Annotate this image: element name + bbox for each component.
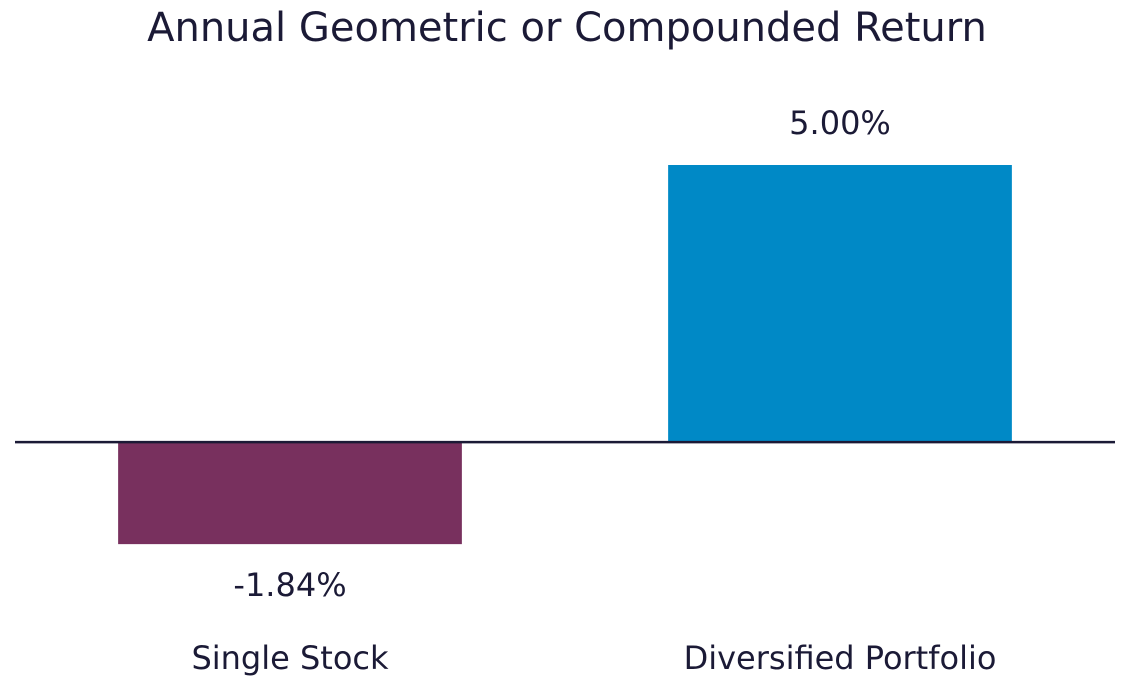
value-label: -1.84% xyxy=(233,566,346,604)
x-tick-label: Single Stock xyxy=(191,639,389,677)
chart-title: Annual Geometric or Compounded Return xyxy=(147,5,987,51)
bar xyxy=(118,442,462,545)
bar xyxy=(668,165,1012,443)
x-tick-label: Diversified Portfolio xyxy=(684,639,997,677)
value-label: 5.00% xyxy=(789,104,891,142)
